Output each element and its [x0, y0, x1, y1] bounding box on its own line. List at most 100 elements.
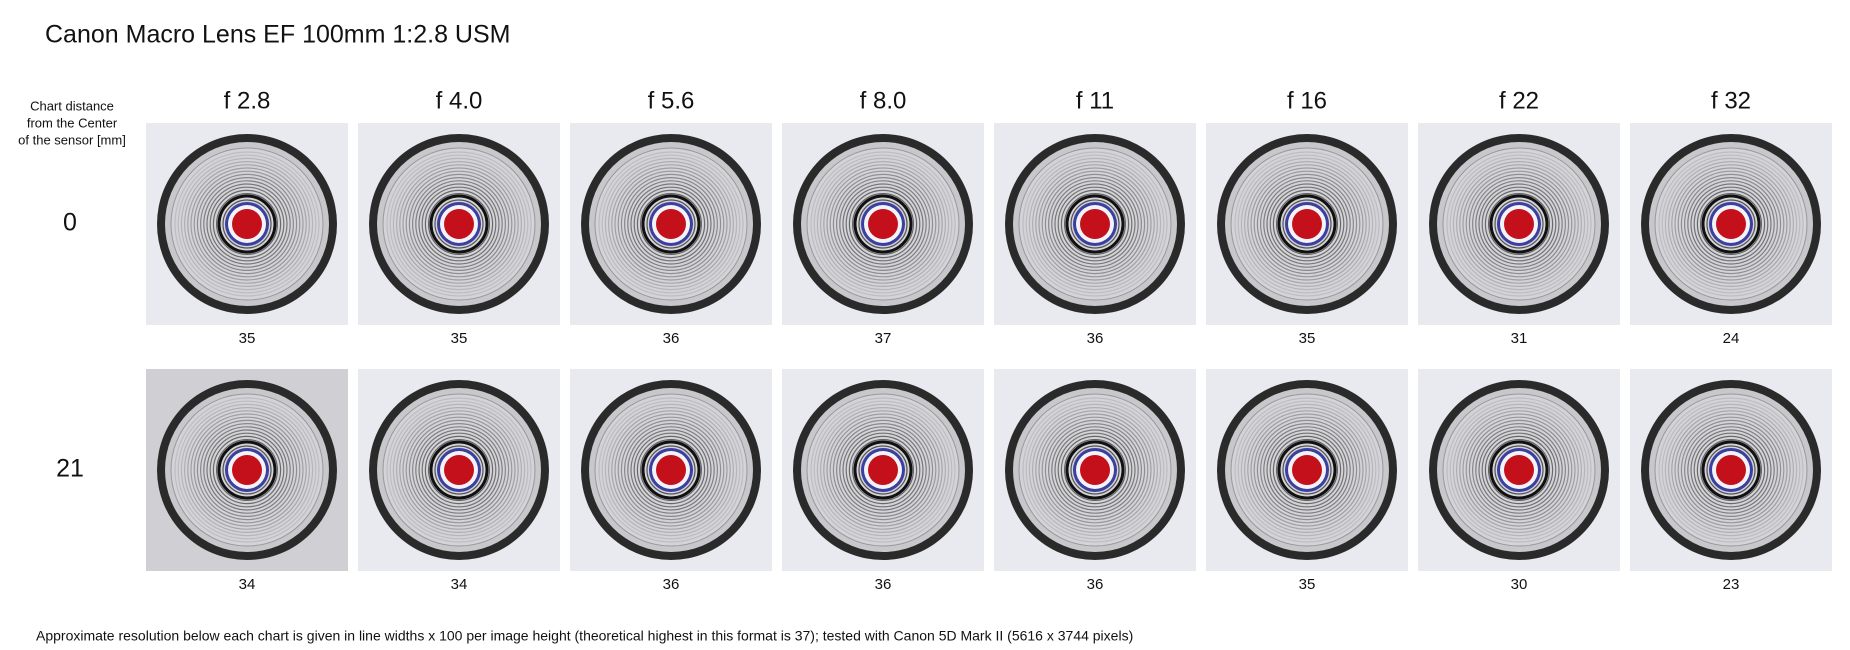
- chart-line: [819, 407, 946, 534]
- chart-line: [1468, 419, 1570, 521]
- chart-line: [1060, 189, 1130, 259]
- chart-red: [868, 209, 898, 239]
- chart-line: [851, 193, 914, 256]
- chart-line: [607, 407, 734, 534]
- column-header: f 16: [1287, 87, 1327, 114]
- chart-line: [1449, 400, 1589, 540]
- chart-line: [1263, 180, 1351, 268]
- chart-line: [206, 183, 288, 265]
- resolution: 35: [451, 330, 468, 347]
- chart-line: [835, 423, 930, 518]
- chart-line: [180, 157, 314, 291]
- chart-line: [848, 189, 918, 259]
- row-header: of the sensor [mm]: [18, 132, 126, 147]
- chart-red: [1080, 209, 1110, 239]
- chart-line: [848, 435, 918, 505]
- chart-line: [418, 183, 500, 265]
- chart-line: [1031, 161, 1158, 288]
- chart-line: [1701, 194, 1761, 254]
- chart-line: [617, 416, 725, 524]
- chart-line: [1247, 164, 1367, 284]
- chart-line: [636, 435, 706, 505]
- chart-line: [826, 167, 940, 281]
- chart-line: [1664, 157, 1798, 291]
- chart-line: [1455, 407, 1582, 534]
- row-label: 21: [56, 455, 84, 483]
- chart-red: [1292, 455, 1322, 485]
- chart-line: [607, 161, 734, 288]
- chart-line: [1041, 416, 1149, 524]
- chart-line: [1481, 432, 1557, 508]
- chart-line: [1459, 410, 1579, 530]
- chart-line: [1051, 180, 1139, 268]
- chart-line: [598, 397, 744, 543]
- chart-line: [402, 167, 516, 281]
- chart-line: [1683, 423, 1778, 518]
- chart-line: [1706, 199, 1756, 249]
- chart-line: [1282, 445, 1332, 495]
- chart-line: [839, 180, 927, 268]
- chart-line: [399, 164, 519, 284]
- chart-line: [434, 199, 484, 249]
- chart-line: [1263, 426, 1351, 514]
- chart-line: [853, 194, 913, 254]
- chart-line: [1462, 413, 1576, 527]
- chart-line: [1277, 440, 1337, 500]
- chart-line: [1489, 194, 1549, 254]
- resolution: 34: [451, 576, 468, 593]
- chart-line: [405, 416, 513, 524]
- chart-line: [614, 167, 728, 281]
- chart-line: [627, 180, 715, 268]
- chart-line: [1478, 183, 1560, 265]
- chart-line: [392, 403, 526, 537]
- chart-line: [819, 161, 946, 288]
- chart-line: [1253, 416, 1361, 524]
- chart-line: [386, 151, 532, 297]
- chart-line: [1680, 173, 1782, 275]
- chart-line: [1044, 173, 1146, 275]
- chart-line: [1065, 440, 1125, 500]
- chart-red: [868, 455, 898, 485]
- chart-line: [639, 193, 702, 256]
- chart-red: [1504, 455, 1534, 485]
- chart-line: [412, 423, 507, 518]
- chart-line: [620, 173, 722, 275]
- chart-line: [177, 400, 317, 540]
- chart-line: [1272, 435, 1342, 505]
- chart-line: [1475, 180, 1563, 268]
- chart-line: [1487, 193, 1550, 256]
- row-label: 0: [63, 209, 77, 237]
- chart-line: [1452, 403, 1586, 537]
- chart-line: [1687, 180, 1775, 268]
- chart-line: [1054, 183, 1136, 265]
- chart-line: [813, 154, 953, 294]
- chart-line: [429, 194, 489, 254]
- chart-line: [1250, 413, 1364, 527]
- title: Canon Macro Lens EF 100mm 1:2.8 USM: [45, 21, 510, 49]
- chart-line: [1671, 164, 1791, 284]
- chart-line: [1667, 161, 1794, 288]
- column-header: f 22: [1499, 87, 1539, 114]
- chart-line: [810, 151, 956, 297]
- chart-line: [1243, 407, 1370, 534]
- chart-line: [1035, 164, 1155, 284]
- chart-line: [1275, 439, 1338, 502]
- chart-line: [1484, 189, 1554, 259]
- chart-line: [1047, 423, 1142, 518]
- chart-line: [1459, 164, 1579, 284]
- resolution: 35: [239, 330, 256, 347]
- chart-line: [1041, 170, 1149, 278]
- chart-line: [858, 445, 908, 495]
- chart-line: [1664, 403, 1798, 537]
- column-header: f 8.0: [860, 87, 907, 114]
- resolution: 34: [239, 576, 256, 593]
- chart-line: [1259, 177, 1354, 272]
- chart-line: [1693, 186, 1769, 262]
- chart-line: [434, 445, 484, 495]
- chart-line: [1674, 413, 1788, 527]
- chart-line: [1658, 397, 1804, 543]
- chart-line: [217, 194, 277, 254]
- chart-line: [598, 151, 744, 297]
- chart-line: [832, 173, 934, 275]
- chart-line: [1028, 403, 1162, 537]
